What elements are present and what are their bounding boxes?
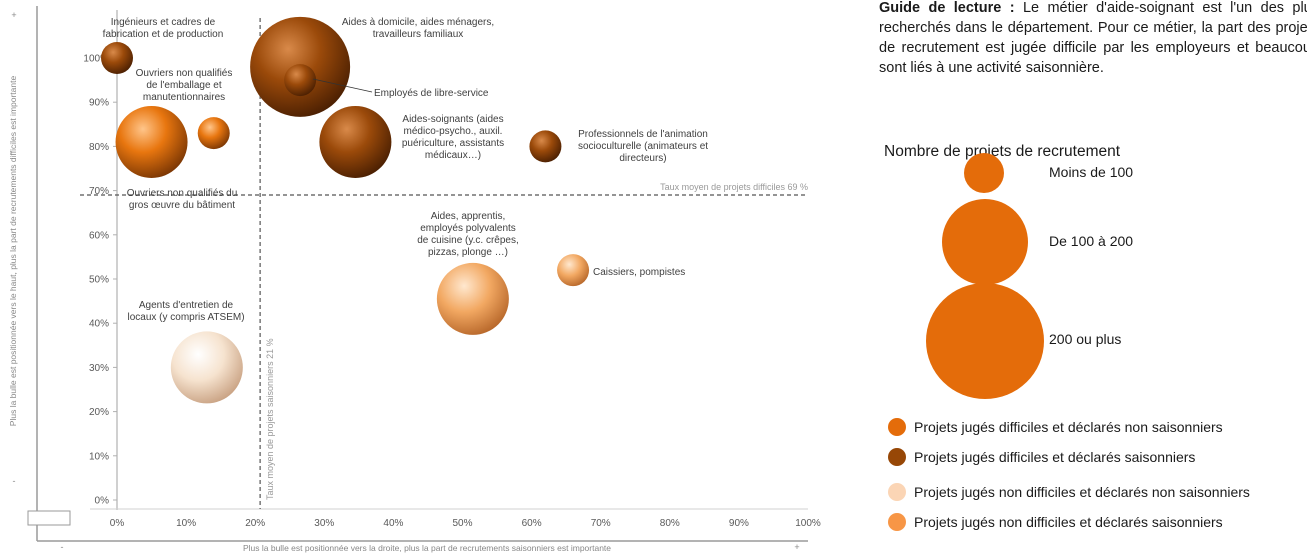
legend-label: Projets jugés difficiles et déclarés sai… bbox=[914, 449, 1196, 465]
y-tick-label: 70% bbox=[89, 186, 109, 197]
y-tick-label: 30% bbox=[89, 363, 109, 374]
y-tick-label: 10% bbox=[89, 451, 109, 462]
bubble-label: Aides, apprentis, employés polyvalents de … bbox=[417, 211, 519, 258]
bubble bbox=[529, 130, 562, 163]
x-axis-end-sign: + bbox=[794, 542, 799, 552]
y-axis-start-sign: - bbox=[13, 476, 16, 486]
legend-swatch bbox=[888, 418, 906, 436]
y-tick-label: 60% bbox=[89, 230, 109, 241]
bubble bbox=[197, 117, 230, 150]
size-legend-bubble-small bbox=[964, 153, 1004, 193]
legend-swatch bbox=[888, 448, 906, 466]
size-legend-title: Nombre de projets de recrutement bbox=[884, 143, 1121, 160]
size-legend-bubble-large bbox=[926, 283, 1044, 399]
reference-line-seasonal-label: Taux moyen de projets saisonniers 21 % bbox=[265, 338, 275, 500]
x-tick-label: 10% bbox=[176, 518, 196, 529]
reading-guide: Guide de lecture : Le métier d'aide-soig… bbox=[879, 0, 1307, 78]
x-tick-label: 70% bbox=[591, 518, 611, 529]
bubble-label: Professionnels de l'animation sociocultur… bbox=[578, 129, 708, 164]
bubble-label: Employés de libre-service bbox=[374, 88, 489, 99]
y-tick-label: 20% bbox=[89, 407, 109, 418]
bubble-label: Caissiers, pompistes bbox=[593, 267, 685, 278]
x-axis-start-sign: - bbox=[61, 542, 64, 552]
size-legend-label-small: Moins de 100 bbox=[1049, 164, 1134, 180]
leader-line bbox=[312, 78, 373, 93]
bubble bbox=[319, 105, 392, 178]
y-tick-label: 90% bbox=[89, 98, 109, 109]
bubble-label: Aides à domicile, aides ménagers, travail… bbox=[342, 17, 494, 40]
bubble bbox=[170, 331, 243, 404]
reference-line-difficult-label: Taux moyen de projets difficiles 69 % bbox=[660, 182, 808, 192]
size-legend-label-medium: De 100 à 200 bbox=[1049, 233, 1134, 249]
y-tick-label: 0% bbox=[95, 496, 110, 507]
reading-guide-title: Guide de lecture : bbox=[879, 0, 1015, 16]
x-tick-label: 100% bbox=[795, 518, 821, 529]
legend-item-difficult-seasonal: Projets jugés difficiles et déclarés sai… bbox=[888, 447, 1195, 467]
legend-swatch bbox=[888, 483, 906, 501]
bubble bbox=[557, 254, 590, 287]
bubble-label: Ouvriers non qualifiés du gros œuvre du b… bbox=[127, 188, 238, 211]
bubble-label: Aides-soignants (aides médico-psycho., au… bbox=[402, 114, 504, 161]
bubble-label: Ouvriers non qualifiés de l'emballage et m… bbox=[136, 68, 233, 103]
empty-legend-box bbox=[27, 510, 71, 526]
x-tick-label: 50% bbox=[452, 518, 472, 529]
y-tick-label: 80% bbox=[89, 142, 109, 153]
size-legend-label-large: 200 ou plus bbox=[1049, 331, 1122, 347]
x-tick-label: 0% bbox=[110, 518, 125, 529]
legend-label: Projets jugés difficiles et déclarés non… bbox=[914, 419, 1223, 435]
legend-swatch bbox=[888, 513, 906, 531]
bubble bbox=[284, 64, 317, 97]
size-legend-bubble-medium bbox=[942, 199, 1028, 285]
x-tick-label: 20% bbox=[245, 518, 265, 529]
legend-item-not-difficult-non-seasonal: Projets jugés non difficiles et déclarés… bbox=[888, 482, 1250, 502]
x-tick-label: 80% bbox=[660, 518, 680, 529]
bubble-label: Agents d'entretien de locaux (y compris A… bbox=[127, 300, 244, 323]
x-axis-title: Plus la bulle est positionnée vers la dr… bbox=[243, 543, 611, 553]
bubble bbox=[436, 262, 509, 335]
x-tick-label: 90% bbox=[729, 518, 749, 529]
side-panel: Guide de lecture : Le métier d'aide-soig… bbox=[860, 0, 1307, 554]
y-tick-label: 100% bbox=[83, 54, 109, 65]
bubble bbox=[115, 105, 188, 178]
bubble-chart: + - - + Plus la bulle est positionnée ve… bbox=[8, 6, 821, 553]
bubble bbox=[101, 42, 133, 74]
bubble-label: Ingénieurs et cadres de fabrication et de… bbox=[103, 17, 224, 40]
x-tick-label: 30% bbox=[314, 518, 334, 529]
y-tick-label: 50% bbox=[89, 275, 109, 286]
x-tick-label: 40% bbox=[383, 518, 403, 529]
y-axis-end-sign: + bbox=[11, 10, 16, 20]
legend-label: Projets jugés non difficiles et déclarés… bbox=[914, 514, 1223, 530]
x-tick-label: 60% bbox=[522, 518, 542, 529]
legend-item-difficult-non-seasonal: Projets jugés difficiles et déclarés non… bbox=[888, 417, 1223, 437]
legend-label: Projets jugés non difficiles et déclarés… bbox=[914, 484, 1250, 500]
y-axis-title: Plus la bulle est positionnée vers le ha… bbox=[8, 76, 18, 427]
legend-item-not-difficult-seasonal: Projets jugés non difficiles et déclarés… bbox=[888, 512, 1223, 532]
y-tick-label: 40% bbox=[89, 319, 109, 330]
reading-guide-text: Le métier d'aide-soignant est l'un des p… bbox=[879, 0, 1307, 76]
